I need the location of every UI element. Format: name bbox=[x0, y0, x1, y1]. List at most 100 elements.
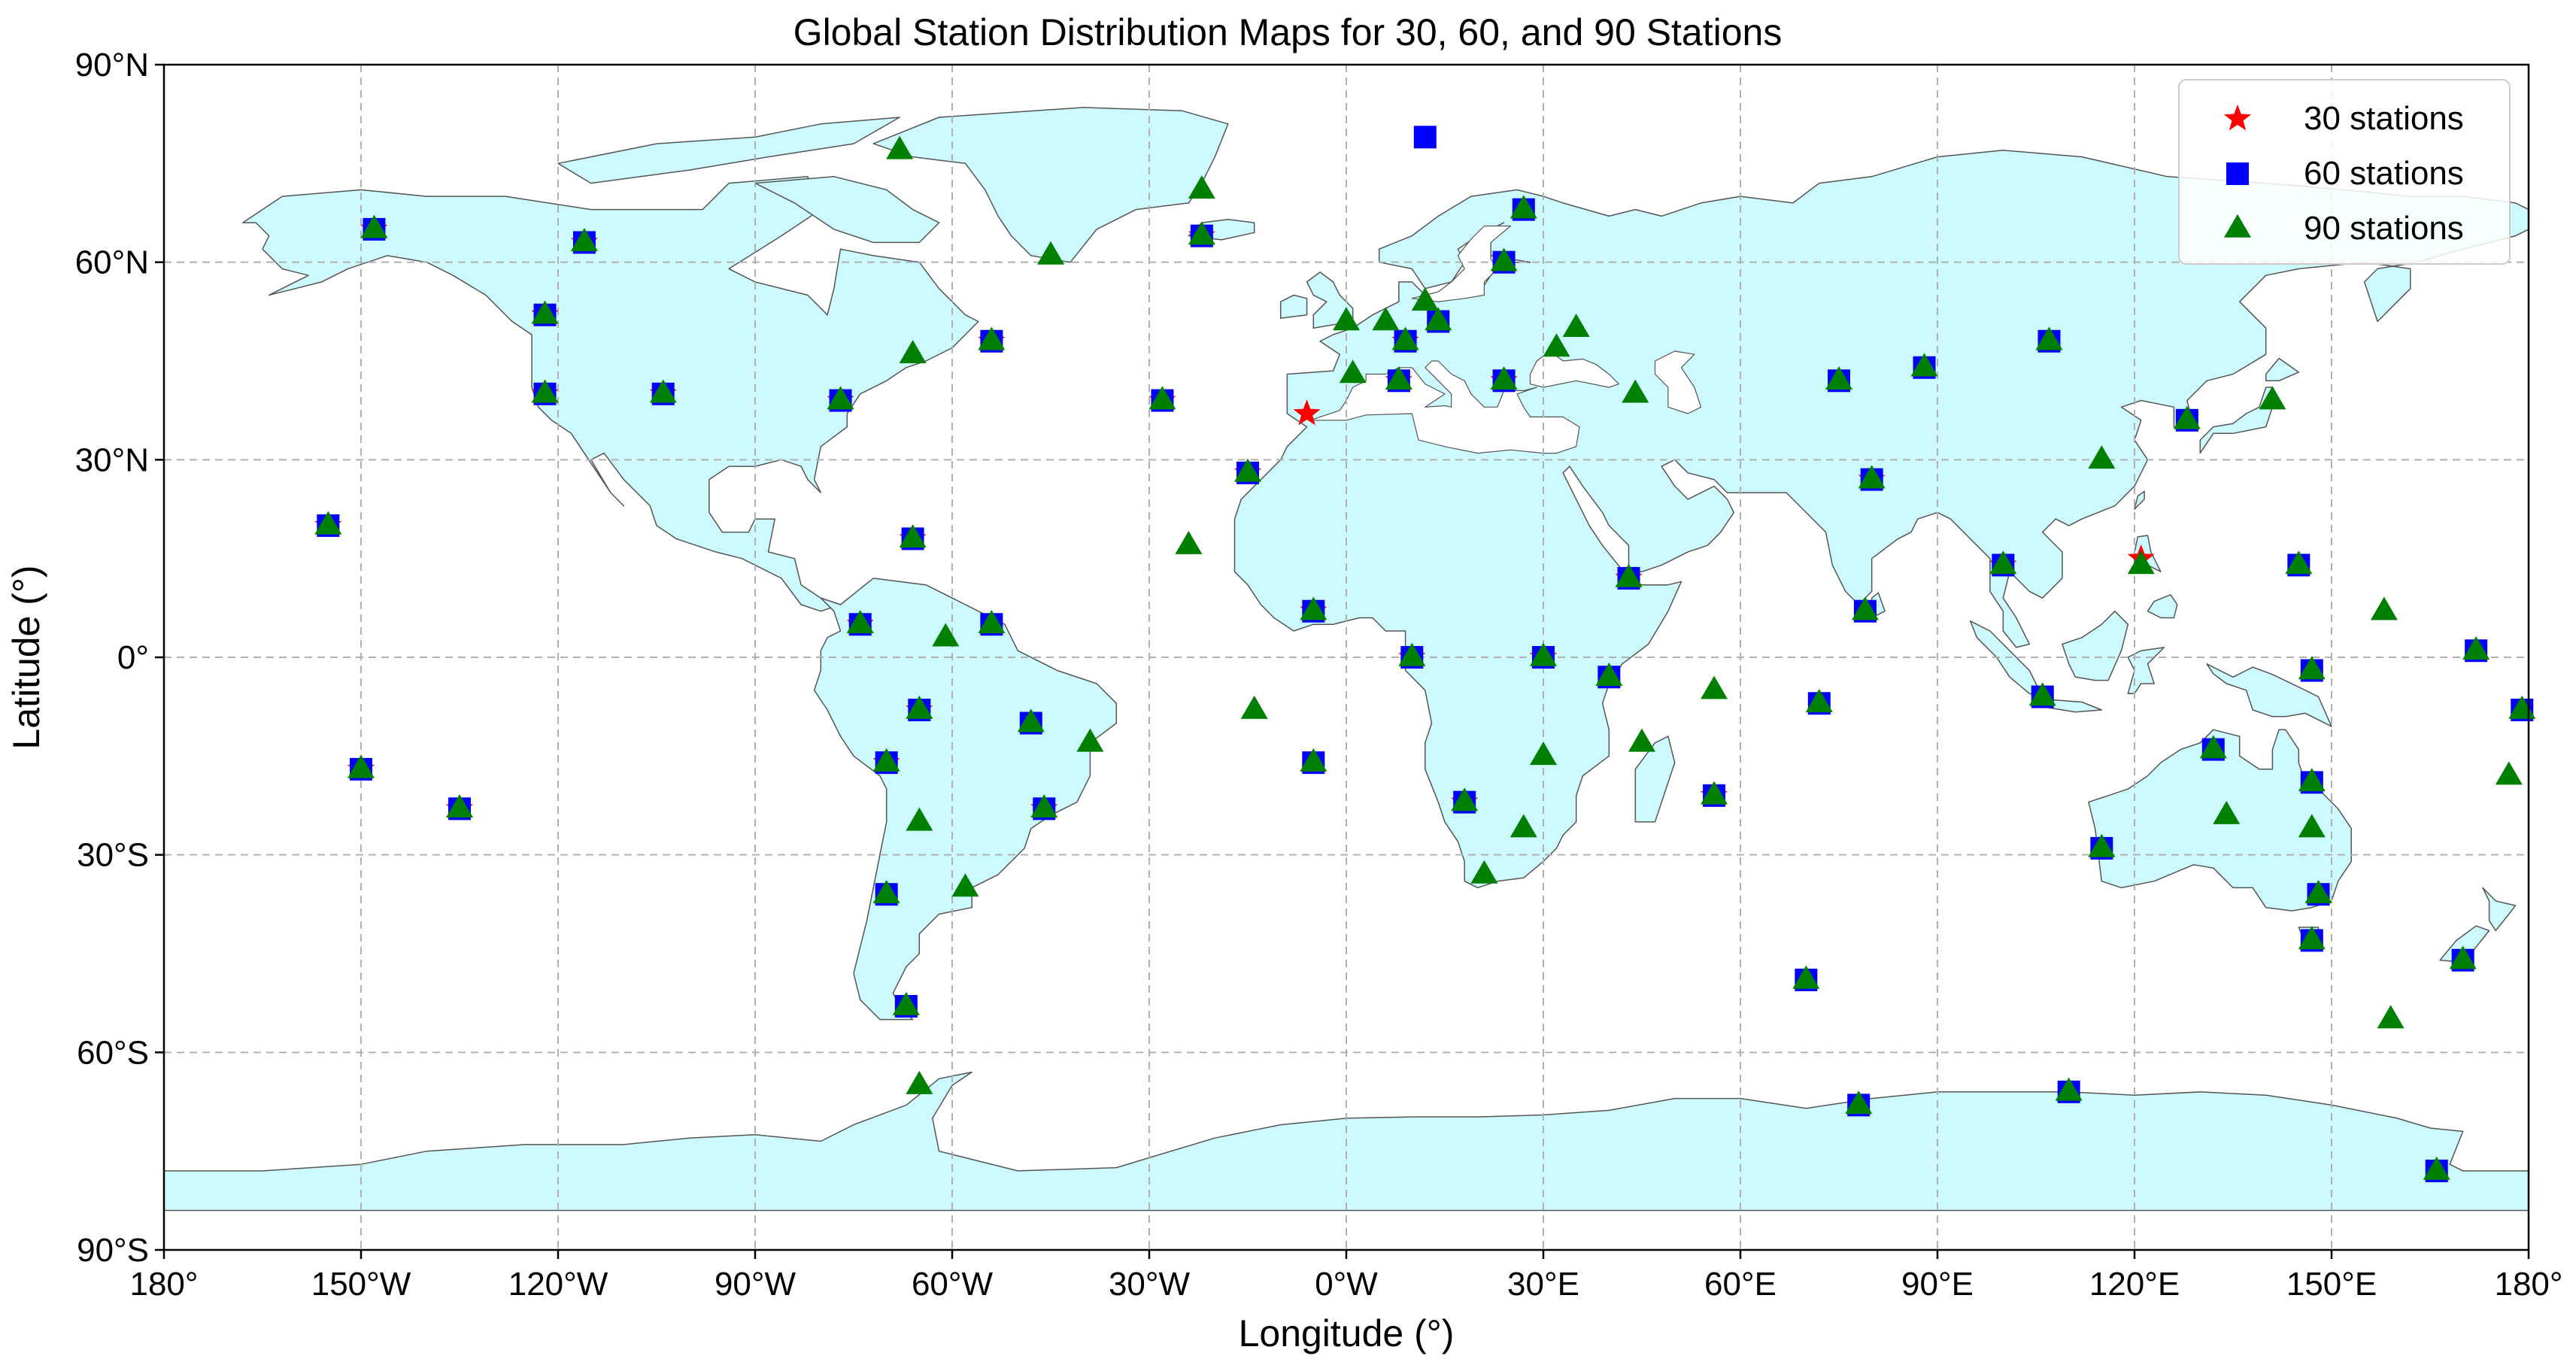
triangle-station-marker bbox=[872, 748, 900, 772]
triangle-station-marker bbox=[1825, 366, 1852, 390]
madagascar-landmass bbox=[1634, 736, 1676, 823]
legend-label-30-stations: 30 stations bbox=[2304, 100, 2464, 137]
x-tick-label: 150°W bbox=[311, 1266, 411, 1303]
triangle-station-marker bbox=[1615, 563, 1643, 587]
legend-label-60-stations: 60 stations bbox=[2304, 155, 2464, 192]
triangle-station-marker bbox=[2199, 735, 2227, 759]
triangle-station-marker bbox=[2462, 636, 2490, 660]
triangle-station-marker bbox=[1858, 465, 1886, 489]
x-tick-label: 180° bbox=[129, 1266, 198, 1303]
triangle-station-marker bbox=[1372, 307, 1400, 331]
triangle-station-marker bbox=[2377, 1005, 2405, 1029]
new-zealand-north-landmass bbox=[2482, 887, 2517, 932]
triangle-station-marker bbox=[1509, 814, 1537, 838]
legend-item-90-stations: 90 stations bbox=[2224, 210, 2464, 247]
triangle-station-marker bbox=[899, 340, 927, 364]
triangle-station-marker bbox=[446, 794, 473, 818]
triangle-station-marker bbox=[932, 623, 960, 647]
triangle-station-marker bbox=[2298, 926, 2326, 950]
triangle-station-marker bbox=[2055, 1077, 2083, 1101]
triangle-station-marker bbox=[2285, 551, 2313, 575]
baltic-sea-water bbox=[1411, 225, 1511, 302]
triangle-station-marker bbox=[906, 695, 933, 719]
triangle-station-marker bbox=[978, 610, 1006, 634]
japan-landmass bbox=[2199, 387, 2274, 454]
x-tick-label: 180° bbox=[2494, 1266, 2562, 1303]
square-station-marker bbox=[1413, 126, 1437, 149]
triangle-station-marker bbox=[1411, 287, 1439, 311]
legend-square-icon bbox=[2226, 162, 2249, 185]
legend-triangle-marker bbox=[2224, 214, 2251, 238]
triangle-station-marker bbox=[1333, 307, 1360, 331]
x-axis-ticks: 180° 150°W 120°W 90°W 60°W 30°W 0°W 30°E 60°E 90°… bbox=[129, 1250, 2563, 1303]
triangle-station-marker bbox=[872, 879, 900, 903]
legend-triangle-icon bbox=[2224, 214, 2251, 238]
y-tick-label: 90°N bbox=[75, 47, 149, 83]
baffin-island-landmass bbox=[754, 176, 940, 244]
triangle-station-marker bbox=[2213, 800, 2241, 824]
triangle-station-marker bbox=[1470, 860, 1498, 884]
triangle-station-marker bbox=[827, 386, 854, 410]
triangle-station-marker bbox=[899, 524, 927, 548]
triangle-station-marker bbox=[1234, 458, 1261, 482]
triangle-station-marker bbox=[906, 807, 933, 831]
triangle-station-marker bbox=[347, 754, 375, 778]
triangle-station-marker bbox=[951, 873, 979, 897]
canadian-archipelago-landmass bbox=[557, 117, 900, 184]
triangle-station-marker bbox=[2298, 768, 2326, 792]
legend-star-icon bbox=[2223, 105, 2252, 131]
triangle-station-marker bbox=[1595, 663, 1623, 687]
triangle-station-marker bbox=[1562, 314, 1590, 338]
triangle-station-marker bbox=[1701, 675, 1728, 699]
triangle-station-marker bbox=[1851, 596, 1879, 620]
triangle-station-marker bbox=[1240, 695, 1268, 719]
triangle-station-marker bbox=[1622, 379, 1649, 403]
x-tick-label: 120°W bbox=[508, 1266, 608, 1303]
triangle-station-marker bbox=[1490, 366, 1518, 390]
triangle-station-marker bbox=[1425, 307, 1452, 331]
triangle-station-marker bbox=[978, 326, 1006, 350]
triangle-station-marker bbox=[1910, 353, 1938, 377]
triangle-station-marker bbox=[2035, 326, 2063, 350]
y-tick-label: 60°S bbox=[77, 1034, 149, 1071]
triangle-station-marker bbox=[1509, 195, 1537, 219]
triangle-station-marker bbox=[1805, 689, 1833, 713]
x-tick-label: 60°W bbox=[912, 1266, 994, 1303]
british-isles-landmass bbox=[1306, 271, 1354, 329]
triangle-station-marker bbox=[2298, 814, 2326, 838]
y-tick-label: 60°N bbox=[75, 244, 149, 281]
new-guinea-landmass bbox=[2206, 663, 2332, 727]
x-axis-label: Longitude (°) bbox=[1239, 1312, 1455, 1354]
triangle-station-marker bbox=[1188, 221, 1215, 245]
triangle-station-marker bbox=[2304, 879, 2332, 903]
triangle-station-marker bbox=[2298, 656, 2326, 680]
triangle-station-marker bbox=[846, 610, 874, 634]
x-tick-label: 90°E bbox=[1901, 1266, 1974, 1303]
triangle-station-marker bbox=[2088, 833, 2116, 857]
triangle-station-marker bbox=[1530, 742, 1557, 766]
greenland-landmass bbox=[872, 107, 1229, 263]
taiwan-landmass bbox=[2134, 490, 2145, 510]
y-tick-label: 30°S bbox=[77, 837, 149, 874]
triangle-station-marker bbox=[1391, 326, 1419, 350]
triangle-station-marker bbox=[2127, 551, 2155, 575]
triangle-station-marker bbox=[2370, 596, 2398, 620]
triangle-station-marker bbox=[2259, 386, 2286, 410]
caspian-sea-water bbox=[1654, 350, 1702, 414]
chart-title: Global Station Distribution Maps for 30,… bbox=[793, 11, 1783, 53]
legend-box bbox=[2178, 79, 2511, 265]
legend-square-marker bbox=[2226, 162, 2249, 185]
triangle-station-marker bbox=[1188, 175, 1215, 199]
north-america-landmass bbox=[242, 176, 979, 612]
x-tick-label: 30°W bbox=[1109, 1266, 1191, 1303]
triangle-station-marker bbox=[1845, 1090, 1873, 1115]
triangle-station-marker bbox=[314, 511, 342, 535]
triangle-station-marker bbox=[2088, 445, 2116, 469]
y-axis-label: Latitude (°) bbox=[5, 565, 47, 749]
x-tick-label: 0°W bbox=[1315, 1266, 1378, 1303]
triangle-station-marker bbox=[1398, 642, 1426, 666]
triangle-station-marker bbox=[1076, 728, 1104, 752]
triangle-station-marker bbox=[531, 379, 559, 403]
